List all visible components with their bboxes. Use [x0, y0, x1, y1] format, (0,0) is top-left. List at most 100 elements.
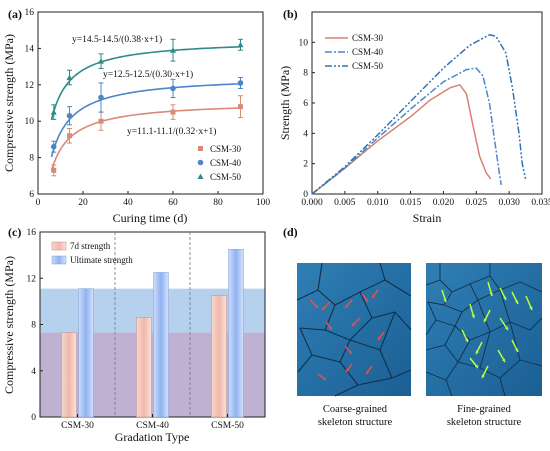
y-tick-label-a: 6 [29, 190, 34, 200]
force-arrow-coarse-head [328, 326, 332, 330]
data-point-csm-50 [50, 109, 57, 115]
data-point-csm-50 [237, 41, 244, 48]
force-arrow-fine-head [483, 318, 487, 322]
x-tick-label-b: 0.015 [400, 198, 422, 208]
x-tick-label-a: 20 [78, 198, 88, 208]
data-point-csm-50 [66, 74, 73, 81]
data-point-csm-50 [170, 47, 176, 53]
y-tick-label-a: 14 [25, 44, 35, 54]
force-arrow-coarse-head [314, 304, 318, 308]
force-arrow-coarse-head [366, 370, 370, 374]
force-arrow-fine-head [515, 300, 519, 304]
x-tick-label-a: 60 [168, 198, 178, 208]
y-tick-label-b: 10 [299, 38, 309, 48]
force-arrow-coarse-head [346, 368, 350, 372]
strength-band-2 [40, 332, 265, 417]
y-tick-label-c: 16 [27, 228, 37, 238]
legend-label-b-csm-50: CSM-50 [352, 61, 384, 71]
aggregate-boundary [469, 275, 501, 301]
aggregate-boundary [445, 379, 453, 397]
fit-curve-csm-40 [50, 83, 241, 158]
fit-curve-csm-50 [50, 46, 241, 120]
force-arrow-coarse-head [352, 322, 356, 326]
panel-b-y-axis-title: Strength (MPa) [278, 66, 292, 140]
legend-label-csm-50: CSM-50 [210, 172, 242, 182]
force-arrow-fine-head [443, 298, 447, 302]
y-tick-label-b: 8 [303, 69, 308, 79]
force-arrow-fine-head [503, 296, 507, 300]
force-arrow-fine-head [515, 348, 519, 352]
data-point-csm-40 [66, 112, 73, 119]
bar-csm-50-7d [211, 295, 227, 418]
data-point-csm-40 [98, 94, 104, 101]
bar-csm-30-ultimate [78, 288, 94, 418]
aggregate-boundary [479, 321, 521, 379]
y-tick-label-a: 16 [25, 8, 35, 18]
legend-label-csm-30: CSM-30 [210, 144, 242, 154]
x-tick-label-a: 40 [123, 198, 133, 208]
fit-equation-csm-40: y=12.5-12.5/(0.30·x+1) [103, 69, 193, 80]
legend-swatch-7d-strength [51, 241, 67, 251]
bar-csm-40-ultimate [153, 272, 169, 418]
panel-b-x-axis-title: Strain [413, 211, 442, 225]
force-arrow-fine-head [502, 358, 505, 362]
fine-caption-line2: skeleton structure [447, 417, 522, 428]
y-tick-label-a: 8 [29, 154, 34, 164]
aggregate-boundary [499, 281, 543, 293]
panel-a-frame [37, 11, 264, 195]
fine-caption-line1: Fine-grained [457, 404, 511, 415]
x-tick-label-b: 0.025 [466, 198, 488, 208]
aggregate-boundary [379, 262, 386, 281]
force-arrow-coarse-head [345, 304, 349, 308]
y-tick-label-c: 0 [31, 413, 36, 423]
coarse-caption-line1: Coarse-grained [323, 404, 388, 415]
x-tick-label-a: 80 [213, 198, 223, 208]
data-point-csm-40 [50, 143, 57, 150]
data-point-csm-30 [170, 109, 176, 115]
legend-label-7d-strength: 7d strength [70, 241, 111, 251]
panel-d-label: (d) [283, 225, 298, 239]
y-tick-label-b: 0 [303, 190, 308, 200]
x-tick-label-b: 0.030 [498, 198, 520, 208]
legend-marker-csm-40 [197, 159, 204, 166]
panel-a-x-axis-title: Curing time (d) [113, 211, 188, 225]
x-tick-label-b: 0.000 [301, 198, 323, 208]
x-tick-label-b: 0.005 [334, 198, 356, 208]
force-arrow-coarse-head [322, 376, 326, 380]
panel-c-legend: 7d strength Ultimate strength [51, 241, 133, 265]
panel-c-y-axis-title: Compressive strength (MPa) [2, 256, 16, 394]
force-arrow-fine-head [465, 338, 469, 342]
bar-csm-40-7d [136, 317, 152, 418]
coarse-grained-image [296, 262, 412, 397]
fine-grained-image [425, 263, 543, 397]
panel-a-legend: CSM-30 CSM-40 CSM-50 [197, 144, 242, 182]
force-arrow-fine-head [504, 326, 508, 330]
strength-band-1 [40, 288, 265, 333]
legend-label-b-csm-30: CSM-30 [352, 33, 384, 43]
y-tick-label-c: 8 [31, 321, 36, 331]
force-arrow-coarse-head [348, 350, 352, 354]
y-tick-label-c: 4 [31, 367, 36, 377]
panel-b-legend: CSM-30 CSM-40 CSM-50 [325, 33, 384, 71]
force-arrow-fine-head [529, 306, 533, 310]
x-tick-label-c: CSM-50 [211, 421, 244, 431]
data-point-csm-30 [51, 167, 57, 173]
y-tick-label-b: 4 [303, 129, 308, 139]
panel-d-images: Coarse-grained skeleton structure Fine-g… [296, 262, 543, 428]
fit-equation-csm-30: y=11.1-11.1/(0.32·x+1) [127, 126, 216, 137]
force-arrow-coarse-head [372, 294, 376, 298]
x-tick-label-a: 100 [256, 198, 271, 208]
y-tick-label-a: 12 [25, 81, 35, 91]
x-tick-label-c: CSM-30 [61, 421, 94, 431]
legend-marker-csm-30 [198, 146, 203, 151]
force-arrow-coarse-head [378, 336, 382, 340]
panel-c-chart: 0 4 8 12 16 CSM-30 CSM-40 CSM-50 7d strength Ul… [2, 228, 266, 444]
legend-swatch-ultimate-strength [51, 255, 67, 265]
aggregate-boundary [317, 262, 323, 291]
panel-a-chart: 0 20 40 60 80 100 6 8 10 12 14 16 y=14.5-14.5/(0.38… [2, 8, 270, 225]
data-point-csm-40 [170, 85, 176, 92]
x-tick-label-b: 0.020 [433, 198, 455, 208]
aggregate-boundary [454, 299, 491, 341]
data-point-csm-30 [238, 104, 243, 110]
x-tick-label-b: 0.035 [531, 198, 550, 208]
